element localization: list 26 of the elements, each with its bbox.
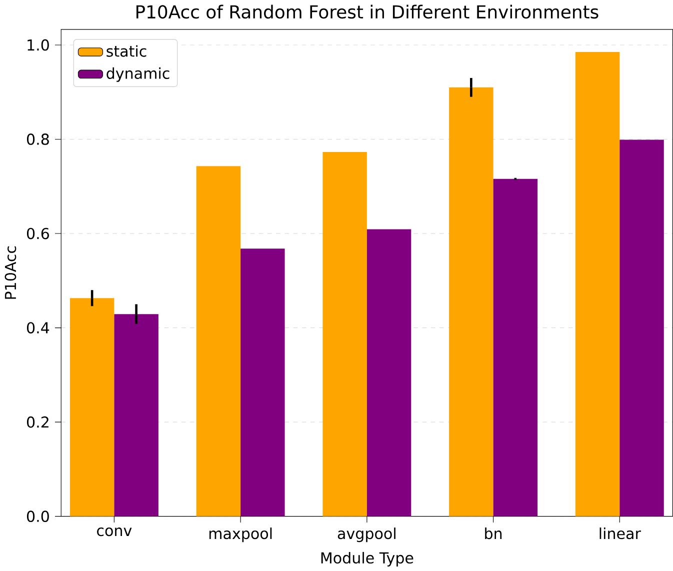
bar — [620, 140, 664, 516]
bar — [196, 166, 241, 516]
y-tick-label: 1.0 — [28, 39, 49, 51]
x-tick-label: avgpool — [338, 527, 396, 542]
bar — [114, 314, 158, 516]
y-tick-label: 0.2 — [26, 416, 48, 428]
y-tick-label: 0.8 — [26, 133, 49, 145]
x-tick-label: conv — [97, 527, 132, 536]
x-axis-title: Module Type — [321, 552, 414, 566]
x-tick-label: maxpool — [209, 527, 272, 542]
bar — [240, 248, 285, 516]
bar — [493, 178, 538, 516]
y-tick-label: 0.4 — [26, 322, 50, 334]
bar — [70, 298, 114, 516]
x-tick-label: bn — [485, 527, 502, 540]
bar — [449, 87, 494, 516]
y-tick-label: 0.0 — [26, 510, 49, 522]
bar — [322, 152, 367, 516]
bar — [575, 52, 620, 516]
y-tick-label: 0.6 — [26, 228, 49, 240]
legend-label: dynamic — [106, 67, 170, 82]
y-axis-title: P10Acc — [4, 246, 16, 299]
chart-title: P10Acc of Random Forest in Different Environments — [136, 4, 598, 18]
x-tick-label: linear — [600, 527, 641, 540]
legend-label: static — [106, 45, 146, 57]
bar — [366, 229, 412, 516]
